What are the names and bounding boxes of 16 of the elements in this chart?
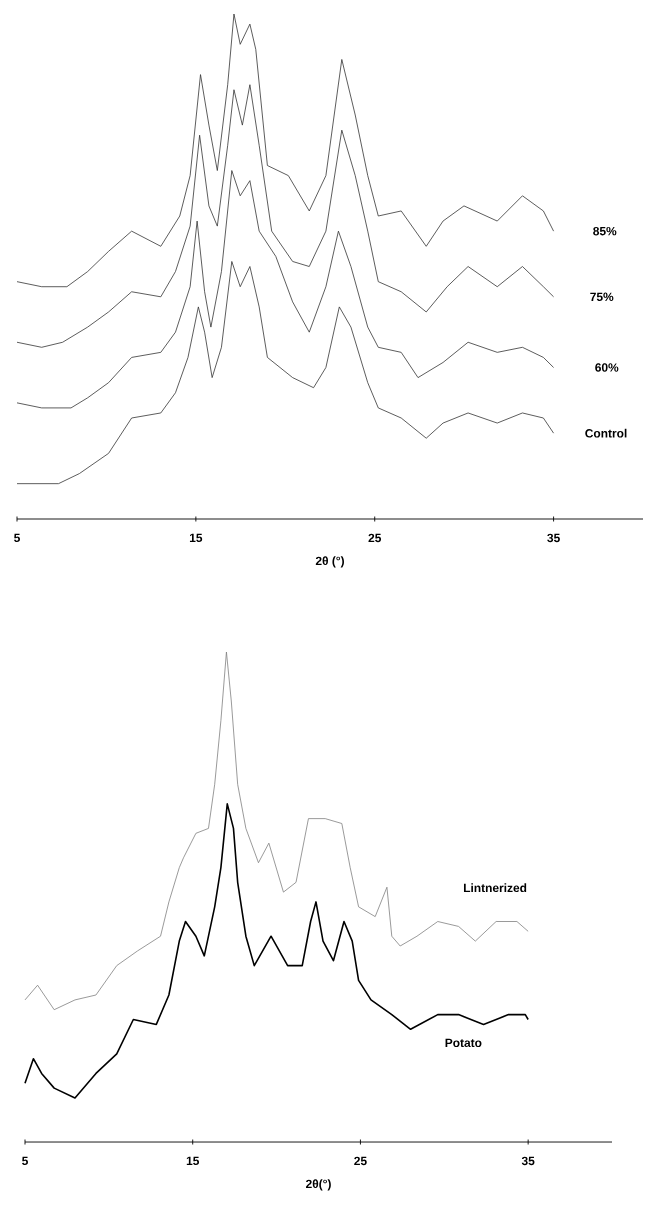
text: 60% (595, 363, 619, 372)
x-tick-label: 35 (547, 533, 560, 543)
text: Lintnerized (463, 883, 527, 893)
x-tick-label: 35 (521, 1156, 535, 1166)
x-tick-label: 25 (368, 533, 382, 543)
x-tick-label: 5 (22, 1156, 28, 1166)
text: Control (585, 428, 627, 438)
x-axis-title: 2θ (°) (315, 556, 344, 568)
x-tick-label: 15 (186, 1156, 200, 1166)
x-tick-label: 5 (14, 533, 20, 543)
text: 75% (590, 292, 614, 302)
series-label: Potato (445, 1038, 482, 1048)
text: 85% (593, 226, 617, 236)
x-tick-label: 25 (354, 1156, 367, 1166)
x-axis-title: 2θ(°) (306, 1179, 331, 1191)
x-tick-label: 15 (189, 533, 203, 543)
